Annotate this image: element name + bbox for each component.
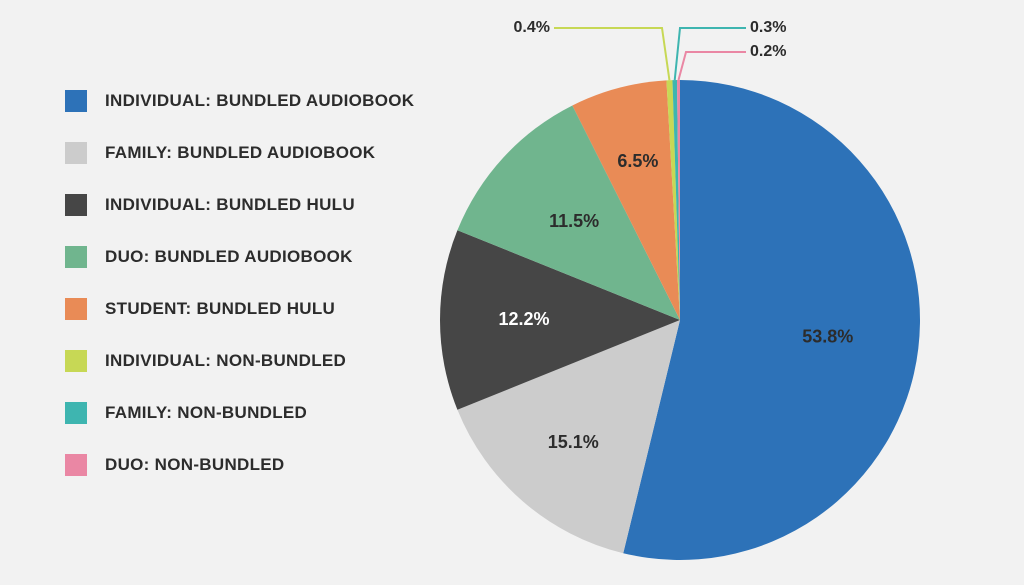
legend-label: INDIVIDUAL: NON-BUNDLED — [105, 351, 346, 371]
legend-label: DUO: NON-BUNDLED — [105, 455, 285, 475]
legend-item: FAMILY: NON-BUNDLED — [65, 402, 414, 424]
callout-line — [554, 28, 669, 80]
callout-value-label: 0.3% — [750, 19, 786, 36]
slice-value-label: 12.2% — [498, 309, 549, 329]
legend-item: FAMILY: BUNDLED AUDIOBOOK — [65, 142, 414, 164]
legend-swatch — [65, 350, 87, 372]
legend-label: FAMILY: NON-BUNDLED — [105, 403, 307, 423]
legend-item: INDIVIDUAL: BUNDLED HULU — [65, 194, 414, 216]
legend-swatch — [65, 194, 87, 216]
legend-swatch — [65, 454, 87, 476]
legend-swatch — [65, 402, 87, 424]
legend-label: INDIVIDUAL: BUNDLED HULU — [105, 195, 355, 215]
legend-label: DUO: BUNDLED AUDIOBOOK — [105, 247, 353, 267]
slice-value-label: 6.5% — [617, 151, 658, 171]
callout-value-label: 0.4% — [514, 19, 550, 36]
slice-value-label: 15.1% — [548, 432, 599, 452]
legend-item: DUO: NON-BUNDLED — [65, 454, 414, 476]
legend: INDIVIDUAL: BUNDLED AUDIOBOOK FAMILY: BUN… — [65, 90, 414, 506]
slice-value-label: 11.5% — [549, 211, 599, 231]
legend-item: DUO: BUNDLED AUDIOBOOK — [65, 246, 414, 268]
legend-swatch — [65, 90, 87, 112]
legend-swatch — [65, 298, 87, 320]
pie-chart-svg: 53.8% 15.1% 12.2% 11.5% 6.5% 0.4% 0.3% 0.2% — [430, 0, 990, 585]
pie-chart-area: 53.8% 15.1% 12.2% 11.5% 6.5% 0.4% 0.3% 0.2% — [430, 0, 990, 585]
legend-label: FAMILY: BUNDLED AUDIOBOOK — [105, 143, 375, 163]
legend-swatch — [65, 246, 87, 268]
legend-label: STUDENT: BUNDLED HULU — [105, 299, 335, 319]
callout-value-label: 0.2% — [750, 43, 786, 60]
legend-item: INDIVIDUAL: BUNDLED AUDIOBOOK — [65, 90, 414, 112]
legend-swatch — [65, 142, 87, 164]
slice-value-label: 53.8% — [802, 326, 853, 346]
legend-item: INDIVIDUAL: NON-BUNDLED — [65, 350, 414, 372]
legend-item: STUDENT: BUNDLED HULU — [65, 298, 414, 320]
callout-line — [678, 52, 746, 80]
legend-label: INDIVIDUAL: BUNDLED AUDIOBOOK — [105, 91, 414, 111]
chart-container: INDIVIDUAL: BUNDLED AUDIOBOOK FAMILY: BUN… — [0, 0, 1024, 585]
